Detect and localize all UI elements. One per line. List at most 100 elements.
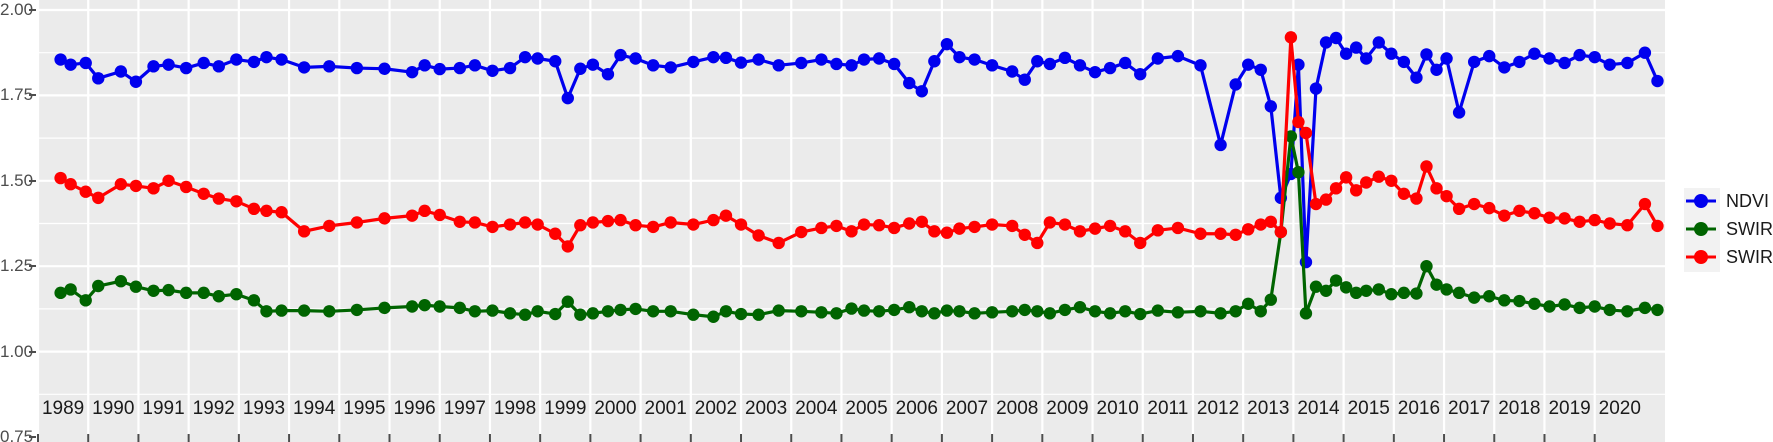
x-tick-label: 1996	[393, 398, 436, 419]
data-point	[1329, 31, 1343, 45]
data-point	[629, 219, 642, 232]
data-point	[1528, 207, 1541, 220]
data-point	[968, 53, 981, 66]
data-point	[815, 53, 828, 66]
x-tick-label: 2007	[945, 398, 989, 419]
data-point	[1573, 215, 1586, 228]
x-tick-label: 2017	[1448, 398, 1491, 419]
data-point	[915, 85, 928, 98]
legend-item-ndvi[interactable]: NDVI	[1684, 188, 1769, 214]
x-tick-label: 2011	[1147, 398, 1189, 419]
data-point	[1134, 307, 1147, 321]
data-point	[1397, 286, 1411, 300]
x-tick-label: 2010	[1096, 398, 1139, 419]
data-point	[54, 286, 67, 300]
data-point	[1603, 303, 1616, 317]
data-point	[601, 305, 615, 318]
data-point	[887, 57, 901, 71]
data-point	[815, 306, 828, 319]
data-point	[1171, 306, 1185, 319]
data-point	[1031, 236, 1044, 250]
y-tick-mark	[29, 265, 36, 268]
data-point	[1360, 52, 1373, 65]
data-point	[350, 216, 364, 229]
data-point	[1588, 50, 1601, 64]
data-point	[297, 61, 311, 74]
data-point	[1043, 307, 1057, 320]
data-point	[1329, 274, 1343, 287]
data-point	[79, 294, 92, 307]
legend-item-swir2[interactable]: SWIR2	[1684, 216, 1773, 242]
data-point	[1360, 176, 1373, 189]
data-point	[1299, 307, 1313, 320]
data-point	[114, 65, 128, 78]
data-point	[1467, 197, 1481, 211]
series-ndvi	[54, 31, 1664, 269]
x-tick-label: 1991	[142, 398, 185, 419]
data-point	[1349, 286, 1363, 300]
data-point	[323, 60, 336, 73]
data-point	[1528, 297, 1541, 310]
data-point	[1103, 219, 1117, 233]
data-point	[549, 227, 562, 240]
data-point	[953, 222, 966, 235]
data-point	[212, 192, 225, 205]
data-point	[1058, 303, 1072, 317]
data-point	[1588, 300, 1601, 313]
x-tick-label: 1992	[192, 398, 235, 419]
data-point	[719, 51, 733, 65]
data-point	[953, 50, 966, 64]
data-point	[830, 57, 843, 71]
data-point	[1292, 166, 1305, 179]
data-point	[147, 284, 160, 297]
data-point	[92, 191, 105, 205]
data-point	[1242, 223, 1255, 236]
series-line	[59, 35, 1660, 248]
data-point	[350, 61, 364, 75]
x-tick-label: 2016	[1397, 398, 1441, 419]
data-point	[1360, 284, 1373, 297]
data-point	[1621, 305, 1634, 318]
data-point	[928, 225, 941, 238]
data-point	[1254, 305, 1267, 318]
data-point	[1005, 219, 1019, 233]
data-point	[378, 301, 391, 315]
data-point	[1118, 305, 1132, 318]
data-point	[1483, 49, 1496, 63]
data-point	[601, 214, 615, 228]
data-point	[574, 62, 587, 75]
data-point	[1194, 305, 1207, 318]
data-point	[92, 72, 105, 85]
data-point	[1151, 52, 1165, 65]
data-point	[1214, 227, 1227, 240]
data-point	[1194, 227, 1207, 240]
data-point	[1452, 286, 1466, 300]
data-point	[928, 307, 941, 320]
data-point	[1254, 63, 1267, 76]
data-point	[230, 288, 243, 301]
legend-item-swir1[interactable]: SWIR1	[1684, 244, 1773, 270]
data-point	[114, 275, 128, 288]
data-point	[162, 283, 175, 297]
data-point	[561, 91, 574, 105]
x-tick-label: 2001	[644, 398, 687, 419]
x-tick-label: 1994	[293, 398, 336, 419]
data-point	[1073, 300, 1087, 314]
data-point	[586, 307, 600, 320]
data-point	[795, 56, 808, 70]
data-point	[418, 59, 431, 72]
data-point	[953, 305, 966, 318]
data-point	[1372, 170, 1385, 183]
chart-legend: NDVI SWIR2 SWIR1	[1684, 188, 1773, 272]
data-point	[1254, 218, 1267, 231]
y-tick-mark	[29, 350, 36, 353]
y-tick-label: 1.00	[0, 341, 34, 361]
data-point	[212, 290, 225, 303]
data-point	[350, 303, 364, 317]
data-point	[179, 61, 193, 75]
data-point	[940, 226, 954, 239]
data-point	[468, 305, 482, 318]
data-point	[1483, 201, 1496, 215]
data-point	[1385, 47, 1398, 60]
